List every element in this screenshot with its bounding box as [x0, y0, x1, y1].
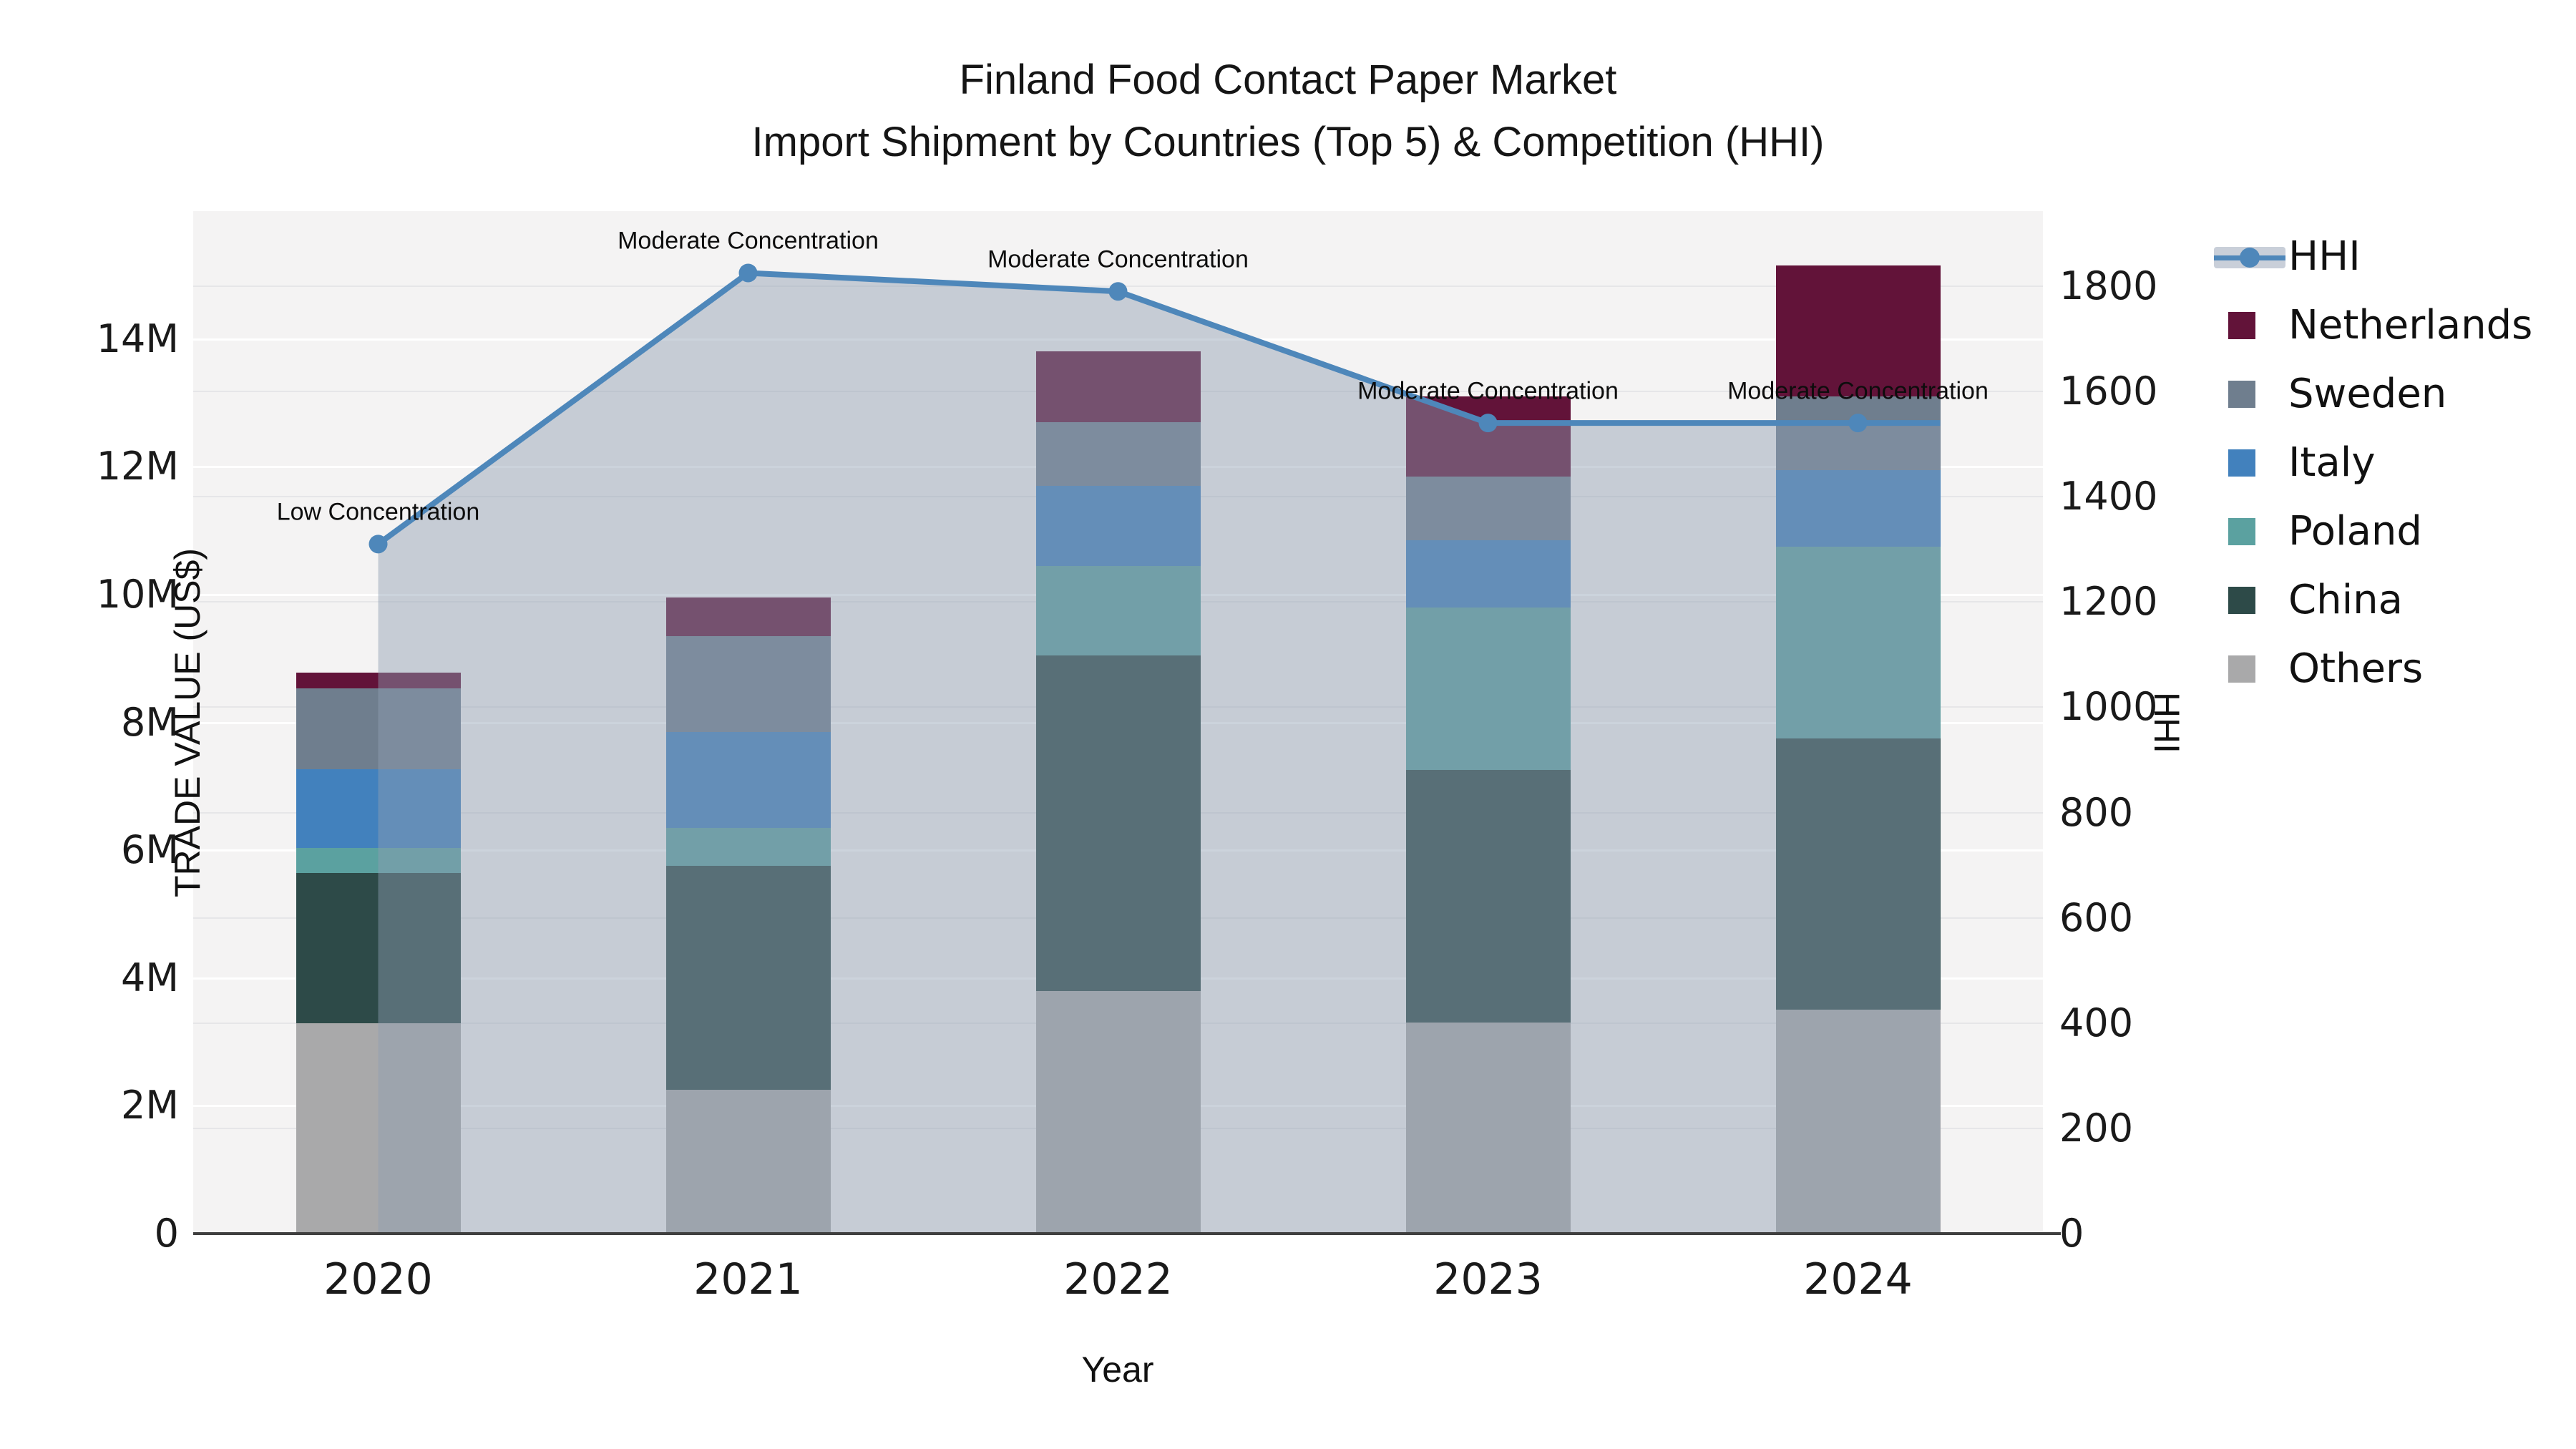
bar-2021-china [665, 866, 831, 1091]
hhi-line [376, 270, 1941, 547]
legend-swatch-others [2228, 655, 2255, 683]
legend-item-others[interactable]: Others [2228, 648, 2543, 691]
y-left-tick-10M: 10M [96, 571, 179, 617]
y-left-tick-12M: 12M [96, 444, 179, 489]
bar-2022-italy [1035, 486, 1201, 566]
annotation-2020: Low Concentration [276, 498, 480, 526]
hhi-marker-2024 [1848, 414, 1868, 433]
y-left-tick-14M: 14M [96, 316, 179, 361]
y-right-tick-1200: 1200 [2059, 579, 2158, 625]
legend-label-sweden: Sweden [2288, 371, 2447, 417]
y-right-tick-600: 600 [2059, 894, 2134, 940]
x-axis-title: Year [1081, 1350, 1154, 1390]
gridline-trade-14M [193, 338, 2043, 341]
y-right-tick-200: 200 [2059, 1105, 2134, 1151]
bar-2020-china [296, 873, 461, 1024]
y-right-tick-1600: 1600 [2059, 369, 2158, 414]
bar-2020-netherlands [296, 672, 461, 689]
legend-label-netherlands: Netherlands [2288, 302, 2533, 348]
legend-label-poland: Poland [2288, 508, 2422, 555]
y-right-tick-0: 0 [2059, 1211, 2084, 1256]
bar-2020-sweden [296, 688, 461, 769]
bar-2023-netherlands [1405, 396, 1571, 477]
bar-2021-netherlands [665, 597, 831, 636]
bar-2024-others [1775, 1010, 1941, 1234]
bar-2021-others [665, 1090, 831, 1234]
legend-item-italy[interactable]: Italy [2228, 441, 2543, 484]
legend-swatch-sweden [2228, 381, 2255, 408]
legend-swatch-netherlands [2228, 312, 2255, 339]
legend-swatch-china [2228, 587, 2255, 614]
legend-item-hhi[interactable]: HHI [2214, 233, 2543, 280]
hhi-area-fill [378, 273, 1941, 1234]
bar-2024-china [1775, 738, 1941, 1010]
bar-2021-poland [665, 827, 831, 867]
bar-2022-sweden [1035, 421, 1201, 487]
x-tick-2024: 2024 [1803, 1254, 1913, 1304]
x-tick-2021: 2021 [693, 1254, 803, 1304]
y-right-tick-1800: 1800 [2059, 263, 2158, 308]
bar-2021-italy [665, 731, 831, 828]
legend-item-netherlands[interactable]: Netherlands [2228, 304, 2543, 347]
legend-item-sweden[interactable]: Sweden [2228, 373, 2543, 416]
bar-2024-poland [1775, 546, 1941, 738]
legend-label-hhi: HHI [2288, 233, 2361, 280]
annotation-2021: Moderate Concentration [618, 227, 879, 255]
legend-label-others: Others [2288, 645, 2424, 692]
x-tick-2022: 2022 [1063, 1254, 1173, 1304]
x-tick-2020: 2020 [323, 1254, 433, 1304]
y-axis-right-title: HHI [2147, 691, 2187, 754]
bar-2024-sweden [1775, 396, 1941, 470]
hhi-marker-2022 [1108, 282, 1128, 301]
x-tick-2023: 2023 [1433, 1254, 1543, 1304]
x-axis-line [193, 1232, 2061, 1235]
bar-2022-others [1035, 990, 1201, 1234]
y-right-tick-1000: 1000 [2059, 684, 2158, 730]
chart-title-line1: Finland Food Contact Paper Market [959, 57, 1617, 103]
bar-2023-sweden [1405, 476, 1571, 540]
y-right-tick-1400: 1400 [2059, 474, 2158, 519]
hhi-marker-2020 [369, 535, 388, 554]
bar-2020-poland [296, 847, 461, 874]
annotation-2022: Moderate Concentration [987, 245, 1249, 273]
hhi-marker-2021 [738, 263, 758, 283]
annotation-2023: Moderate Concentration [1357, 377, 1619, 405]
hhi-marker-2023 [1478, 414, 1498, 433]
y-left-tick-0: 0 [154, 1211, 179, 1256]
bar-2022-poland [1035, 565, 1201, 655]
bar-2023-china [1405, 770, 1571, 1023]
bar-2024-netherlands [1775, 265, 1941, 396]
bar-2020-others [296, 1023, 461, 1234]
chart-title-line2: Import Shipment by Countries (Top 5) & C… [751, 119, 1825, 165]
legend-label-china: China [2288, 577, 2403, 623]
legend-swatch-poland [2228, 518, 2255, 545]
bar-2022-china [1035, 655, 1201, 991]
annotation-2024: Moderate Concentration [1727, 377, 1989, 405]
bar-2024-italy [1775, 469, 1941, 547]
y-left-tick-4M: 4M [121, 955, 179, 1000]
y-left-tick-6M: 6M [121, 827, 179, 873]
legend-swatch-italy [2228, 449, 2255, 477]
legend-label-italy: Italy [2288, 439, 2376, 486]
legend-item-poland[interactable]: Poland [2228, 510, 2543, 553]
y-left-tick-2M: 2M [121, 1083, 179, 1128]
y-right-tick-400: 400 [2059, 1000, 2134, 1045]
y-right-tick-800: 800 [2059, 789, 2134, 835]
y-left-tick-8M: 8M [121, 699, 179, 745]
bar-2022-netherlands [1035, 351, 1201, 422]
bar-2023-others [1405, 1023, 1571, 1234]
y-axis-left-title: TRADE VALUE (US$) [167, 547, 208, 898]
bar-2021-sweden [665, 635, 831, 732]
legend-item-china[interactable]: China [2228, 579, 2543, 622]
legend-hhi-marker-icon [2240, 248, 2260, 268]
bar-2023-poland [1405, 607, 1571, 771]
bar-2023-italy [1405, 540, 1571, 608]
bar-2020-italy [296, 769, 461, 848]
